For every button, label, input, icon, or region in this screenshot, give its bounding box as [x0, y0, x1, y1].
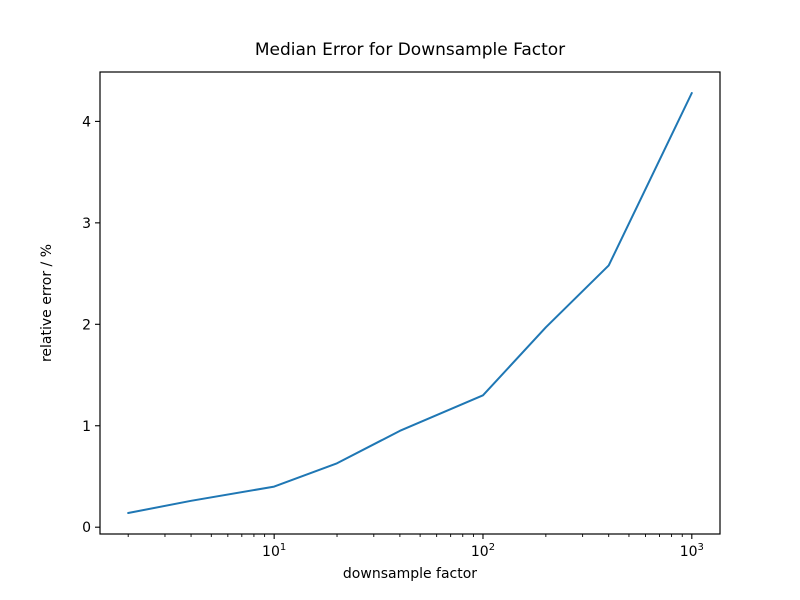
y-tick-label: 3	[82, 216, 91, 232]
y-tick-label: 0	[82, 520, 91, 536]
y-tick-label: 1	[82, 419, 91, 435]
y-tick-label: 4	[82, 114, 91, 130]
plot-border	[99, 71, 721, 535]
data-line	[127, 92, 693, 514]
x-tick-label: 103	[680, 542, 704, 560]
y-tick-label: 2	[82, 317, 91, 333]
x-tick-label: 102	[471, 542, 495, 560]
x-axis-label: downsample factor	[342, 566, 478, 582]
chart-title: Median Error for Downsample Factor	[254, 40, 566, 60]
x-tick-label: 101	[262, 542, 286, 560]
y-axis-label-text: relative error / %	[39, 243, 55, 363]
